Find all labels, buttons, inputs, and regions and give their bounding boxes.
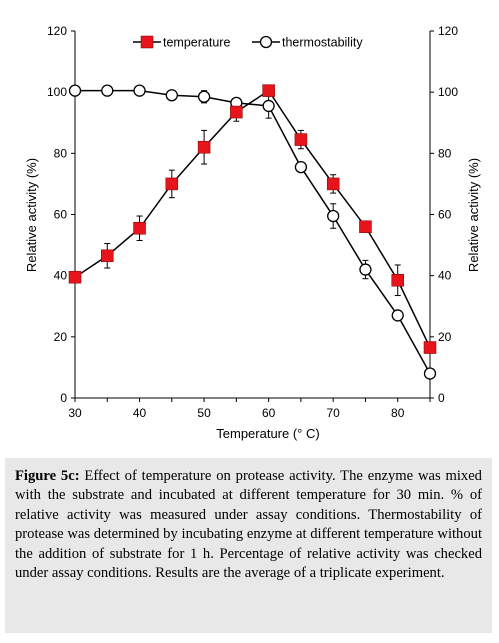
y-tick-label-right: 100 bbox=[438, 85, 458, 99]
y-tick-label-right: 40 bbox=[438, 269, 452, 283]
temperature-point bbox=[68, 270, 82, 284]
temperature-point bbox=[294, 133, 308, 146]
figure-caption: Figure 5c: Effect of temperature on prot… bbox=[5, 458, 492, 633]
y-tick-label-left: 120 bbox=[47, 24, 67, 38]
x-tick-label: 60 bbox=[262, 406, 276, 420]
thermostability-line bbox=[75, 89, 431, 374]
x-tick-label: 80 bbox=[391, 406, 405, 420]
legend-thermostability-marker bbox=[259, 35, 273, 49]
y-axis-title-left: Relative activity (%) bbox=[24, 158, 39, 272]
thermostability-point bbox=[359, 263, 372, 276]
y-tick-label-left: 100 bbox=[47, 85, 67, 99]
activity-chart: 0 0 20 20 40 40 60 60 80 80 100 100 120 120 30 40 50 60 70… bbox=[24, 24, 481, 441]
y-tick-label-left: 80 bbox=[54, 146, 68, 160]
temperature-point bbox=[197, 140, 211, 154]
legend-temperature-label: temperature bbox=[163, 36, 230, 50]
x-axis-title: Temperature (° C) bbox=[216, 426, 319, 441]
x-tick-label: 70 bbox=[327, 406, 341, 420]
temperature-point bbox=[326, 177, 340, 191]
thermostability-point bbox=[165, 89, 178, 102]
temperature-point bbox=[359, 220, 372, 233]
y-tick-label-right: 0 bbox=[438, 391, 445, 405]
chart-axes: 0 0 20 20 40 40 60 60 80 80 100 100 120 120 30 40 50 60 70… bbox=[47, 24, 458, 420]
thermostability-point bbox=[262, 99, 275, 113]
temperature-point bbox=[423, 341, 437, 354]
thermostability-point bbox=[101, 84, 114, 97]
y-axis-title-right: Relative activity (%) bbox=[466, 158, 481, 272]
y-tick-label-right: 120 bbox=[438, 24, 458, 38]
y-tick-label-left: 60 bbox=[54, 208, 68, 222]
x-tick-label: 50 bbox=[197, 406, 211, 420]
thermostability-point bbox=[294, 160, 308, 174]
temperature-point bbox=[391, 274, 404, 287]
caption-text: Effect of temperature on protease activi… bbox=[15, 468, 482, 582]
y-tick-label-right: 20 bbox=[438, 330, 452, 344]
x-tick-label: 30 bbox=[68, 406, 82, 420]
caption-label: Figure 5c: bbox=[15, 468, 80, 484]
temperature-point bbox=[133, 222, 146, 235]
thermostability-point bbox=[133, 84, 146, 97]
temperature-point bbox=[262, 84, 275, 97]
temperature-point bbox=[230, 105, 243, 119]
legend-temperature-marker bbox=[140, 35, 154, 49]
y-tick-label-left: 20 bbox=[54, 330, 68, 344]
thermostability-point bbox=[391, 309, 404, 322]
thermostability-point bbox=[423, 367, 437, 380]
y-tick-label-right: 60 bbox=[438, 208, 452, 222]
thermostability-point bbox=[197, 90, 211, 103]
y-tick-label-right: 80 bbox=[438, 146, 452, 160]
y-tick-label-left: 40 bbox=[54, 269, 68, 283]
temperature-point bbox=[101, 249, 114, 263]
x-tick-label: 40 bbox=[133, 406, 147, 420]
temperature-line bbox=[74, 89, 431, 348]
y-tick-label-left: 0 bbox=[60, 391, 67, 405]
chart-marks bbox=[68, 84, 437, 380]
thermostability-point bbox=[327, 209, 340, 223]
temperature-point bbox=[165, 177, 179, 191]
legend-thermostability-label: thermostability bbox=[282, 36, 363, 50]
thermostability-point bbox=[68, 84, 82, 97]
chart-legend: temperature thermostability bbox=[133, 36, 363, 50]
